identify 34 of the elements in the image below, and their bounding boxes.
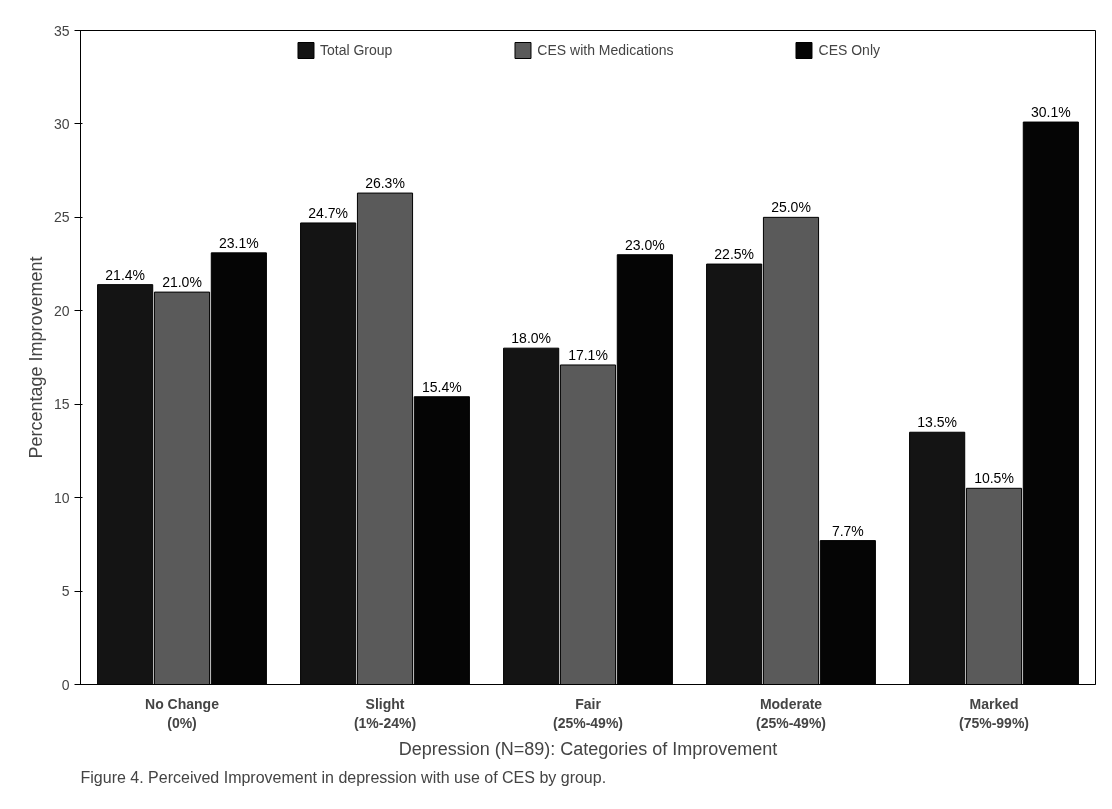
- data-label: 21.0%: [162, 274, 202, 291]
- x-tick-label: Slight (1%-24%): [353, 695, 417, 731]
- data-label: 21.4%: [105, 266, 146, 283]
- y-tick-label: 30: [53, 115, 70, 132]
- x-tick-label: Moderate (25%-49%): [755, 695, 827, 731]
- data-label: 10.5%: [974, 470, 1014, 487]
- data-label: 24.7%: [308, 204, 349, 221]
- data-label: 23.0%: [624, 236, 665, 253]
- y-tick-label: 35: [53, 22, 70, 39]
- data-label: 22.5%: [714, 246, 755, 263]
- y-tick-label: 25: [53, 209, 70, 226]
- legend-label: CES with Medications: [537, 42, 674, 58]
- x-tick-label: Fair (25%-49%): [552, 695, 624, 731]
- y-tick-label: 5: [61, 583, 70, 600]
- y-tick-label: 20: [53, 302, 70, 319]
- data-label: 13.5%: [917, 414, 958, 431]
- y-tick-label: 10: [53, 489, 70, 506]
- y-tick-label: 0: [61, 676, 70, 693]
- data-label: 25.0%: [771, 199, 811, 216]
- data-label: 15.4%: [421, 378, 462, 395]
- data-label: 18.0%: [511, 330, 552, 347]
- x-tick-label: Marked (75%-99%): [958, 695, 1030, 731]
- y-axis-title: Percentage Improvement: [25, 256, 46, 459]
- x-tick-label: No Change (0%): [145, 695, 220, 731]
- caption: Figure 4. Perceived Improvement in depression with use of CES by group.: [80, 768, 607, 786]
- y-tick-label: 15: [53, 396, 70, 413]
- data-label: 26.3%: [365, 175, 405, 192]
- data-label: 17.1%: [568, 346, 608, 363]
- data-label: 30.1%: [1030, 104, 1071, 121]
- data-label: 23.1%: [218, 234, 259, 251]
- x-axis-title: Depression (N=89): Categories of Improvement: [398, 738, 778, 759]
- legend-label: CES Only: [818, 42, 881, 58]
- data-label: 7.7%: [831, 522, 864, 539]
- legend-label: Total Group: [319, 42, 393, 58]
